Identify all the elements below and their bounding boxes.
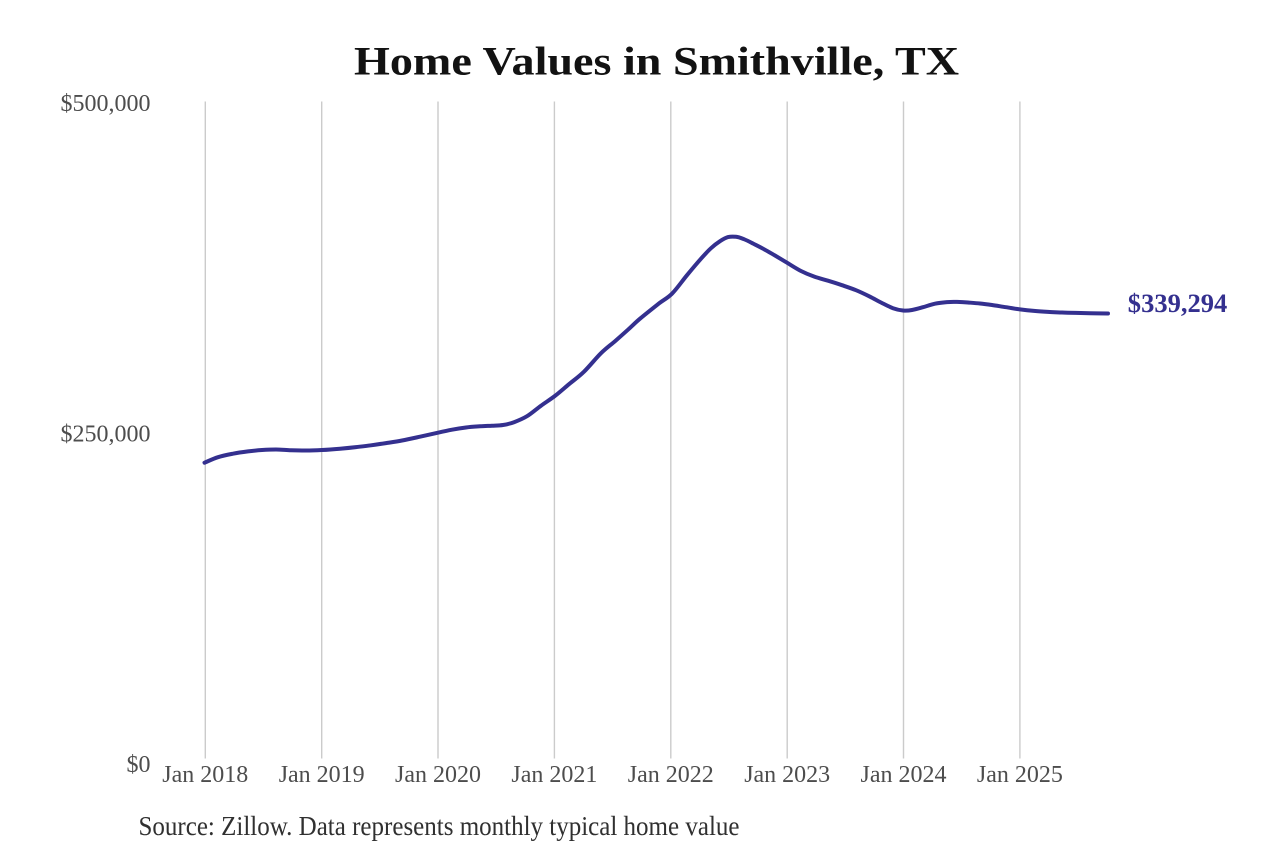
svg-text:Jan 2023: Jan 2023 <box>744 762 830 788</box>
svg-text:$500,000: $500,000 <box>61 91 151 117</box>
svg-text:Source: Zillow. Data represent: Source: Zillow. Data represents monthly … <box>139 811 740 841</box>
svg-text:Jan 2018: Jan 2018 <box>162 762 248 788</box>
svg-text:Jan 2025: Jan 2025 <box>977 762 1063 788</box>
svg-text:Jan 2021: Jan 2021 <box>511 762 597 788</box>
svg-text:Jan 2022: Jan 2022 <box>628 762 714 788</box>
svg-text:Jan 2020: Jan 2020 <box>395 762 481 788</box>
svg-text:$339,294: $339,294 <box>1128 289 1228 318</box>
svg-text:$0: $0 <box>127 752 151 778</box>
svg-text:Jan 2019: Jan 2019 <box>279 762 365 788</box>
svg-text:Home Values in Smithville, TX: Home Values in Smithville, TX <box>354 39 959 84</box>
svg-text:Jan 2024: Jan 2024 <box>861 762 947 788</box>
svg-text:$250,000: $250,000 <box>61 422 151 448</box>
